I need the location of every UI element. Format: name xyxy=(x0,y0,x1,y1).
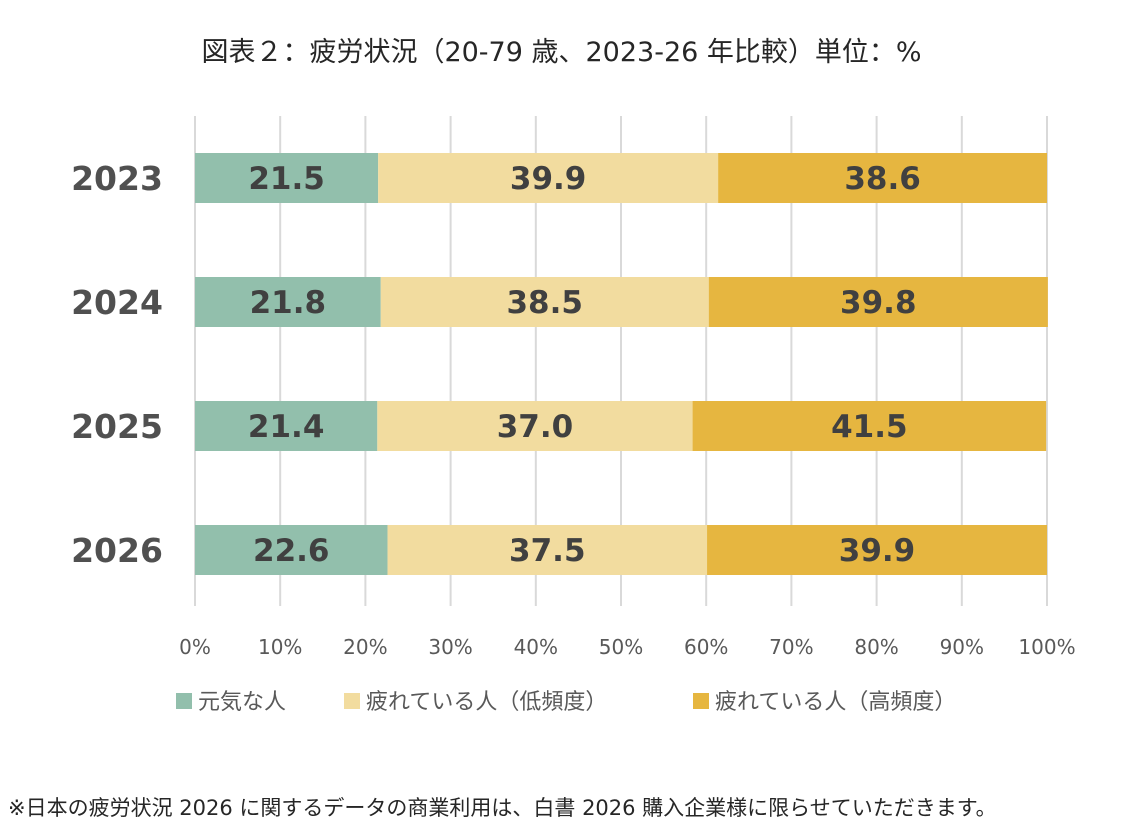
data-label: 21.5 xyxy=(248,161,325,197)
x-tick-label: 0% xyxy=(179,635,211,659)
bar-segment xyxy=(195,401,378,451)
bar-segment xyxy=(708,277,1048,327)
footnote: ※日本の疲労状況 2026 に関するデータの商業利用は、白書 2026 購入企業… xyxy=(8,796,997,820)
data-label: 41.5 xyxy=(831,409,908,445)
data-label: 21.4 xyxy=(248,409,325,445)
data-label: 38.5 xyxy=(506,285,583,321)
chart-title: 図表２：疲労状況（20-79 歳、2023-26 年比較）単位：% xyxy=(201,37,922,68)
legend-swatch xyxy=(693,693,709,709)
x-tick-label: 90% xyxy=(940,635,984,659)
data-label: 37.5 xyxy=(509,533,586,569)
legend-swatch xyxy=(176,693,192,709)
bar-segment xyxy=(377,401,693,451)
data-label: 39.8 xyxy=(840,285,917,321)
x-tick-label: 70% xyxy=(769,635,813,659)
legend-label: 疲れている人（高頻度） xyxy=(715,690,956,715)
x-tick-label: 20% xyxy=(343,635,387,659)
bar-segment xyxy=(195,525,388,575)
bar-segment xyxy=(718,153,1047,203)
legend-label: 元気な人 xyxy=(198,690,286,715)
category-label: 2026 xyxy=(71,531,163,570)
data-label: 21.8 xyxy=(250,285,327,321)
bar-segment xyxy=(378,153,719,203)
category-label: 2024 xyxy=(71,283,163,322)
x-tick-label: 50% xyxy=(599,635,643,659)
bar-segment xyxy=(380,277,709,327)
bar-segment xyxy=(692,401,1047,451)
data-label: 38.6 xyxy=(844,161,921,197)
legend-label: 疲れている人（低頻度） xyxy=(366,690,607,715)
category-label: 2023 xyxy=(71,159,163,198)
x-tick-label: 10% xyxy=(258,635,302,659)
category-label: 2025 xyxy=(71,407,163,446)
x-tick-label: 30% xyxy=(428,635,472,659)
bar-segment xyxy=(195,153,379,203)
data-label: 39.9 xyxy=(510,161,587,197)
x-tick-label: 80% xyxy=(854,635,898,659)
stacked-bar-chart: 0% 10% 20% 30% 40% 50% 60% 70% 80% 90% 100% 2023 21.… xyxy=(71,116,1076,715)
bar-segment xyxy=(387,525,708,575)
data-label: 37.0 xyxy=(497,409,574,445)
data-label: 22.6 xyxy=(253,533,330,569)
x-tick-label: 60% xyxy=(684,635,728,659)
data-label: 39.9 xyxy=(839,533,916,569)
x-tick-label: 40% xyxy=(514,635,558,659)
bar-segment xyxy=(195,277,381,327)
legend-swatch xyxy=(344,693,360,709)
bar-segment xyxy=(707,525,1047,575)
x-tick-label: 100% xyxy=(1018,635,1075,659)
